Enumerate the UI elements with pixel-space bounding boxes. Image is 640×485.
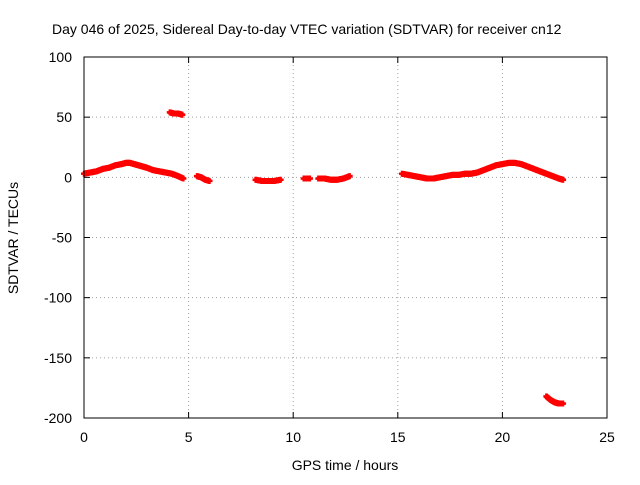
y-tick-label: 50: [56, 109, 72, 125]
data-segment: [315, 173, 353, 183]
data-point: [179, 111, 186, 118]
y-tick-label: 0: [64, 169, 72, 185]
data-point: [560, 176, 567, 183]
y-tick-label: -100: [44, 290, 72, 306]
data-segment: [81, 159, 187, 182]
data-point: [346, 173, 353, 180]
x-tick-label: 15: [390, 429, 406, 445]
y-tick-label: -200: [44, 410, 72, 426]
data-point: [206, 177, 213, 184]
x-tick-label: 5: [185, 429, 193, 445]
data-segment: [252, 176, 284, 184]
x-tick-label: 10: [285, 429, 301, 445]
data-segment: [166, 109, 186, 118]
axis-ticks: 0 5 10 15 20 25 100 50 0 -50 -100 -150 -200: [44, 49, 615, 445]
data-point: [560, 400, 567, 407]
data-segment: [300, 175, 313, 182]
y-tick-label: -150: [44, 350, 72, 366]
data-point: [306, 175, 313, 182]
y-axis-label: SDTVAR / TECUs: [5, 182, 21, 294]
x-tick-label: 25: [599, 429, 615, 445]
y-tick-label: 100: [49, 49, 73, 65]
y-tick-label: -50: [52, 230, 72, 246]
grid-lines: [84, 57, 607, 418]
data-segment: [193, 173, 213, 184]
x-axis-label: GPS time / hours: [292, 457, 399, 473]
data-point: [180, 175, 187, 182]
data-segment: [398, 159, 567, 183]
x-tick-label: 0: [80, 429, 88, 445]
data-segment: [543, 393, 567, 407]
x-tick-label: 20: [495, 429, 511, 445]
data-point: [277, 176, 284, 183]
chart-title: Day 046 of 2025, Sidereal Day-to-day VTE…: [52, 21, 562, 37]
data-points: [81, 109, 567, 407]
